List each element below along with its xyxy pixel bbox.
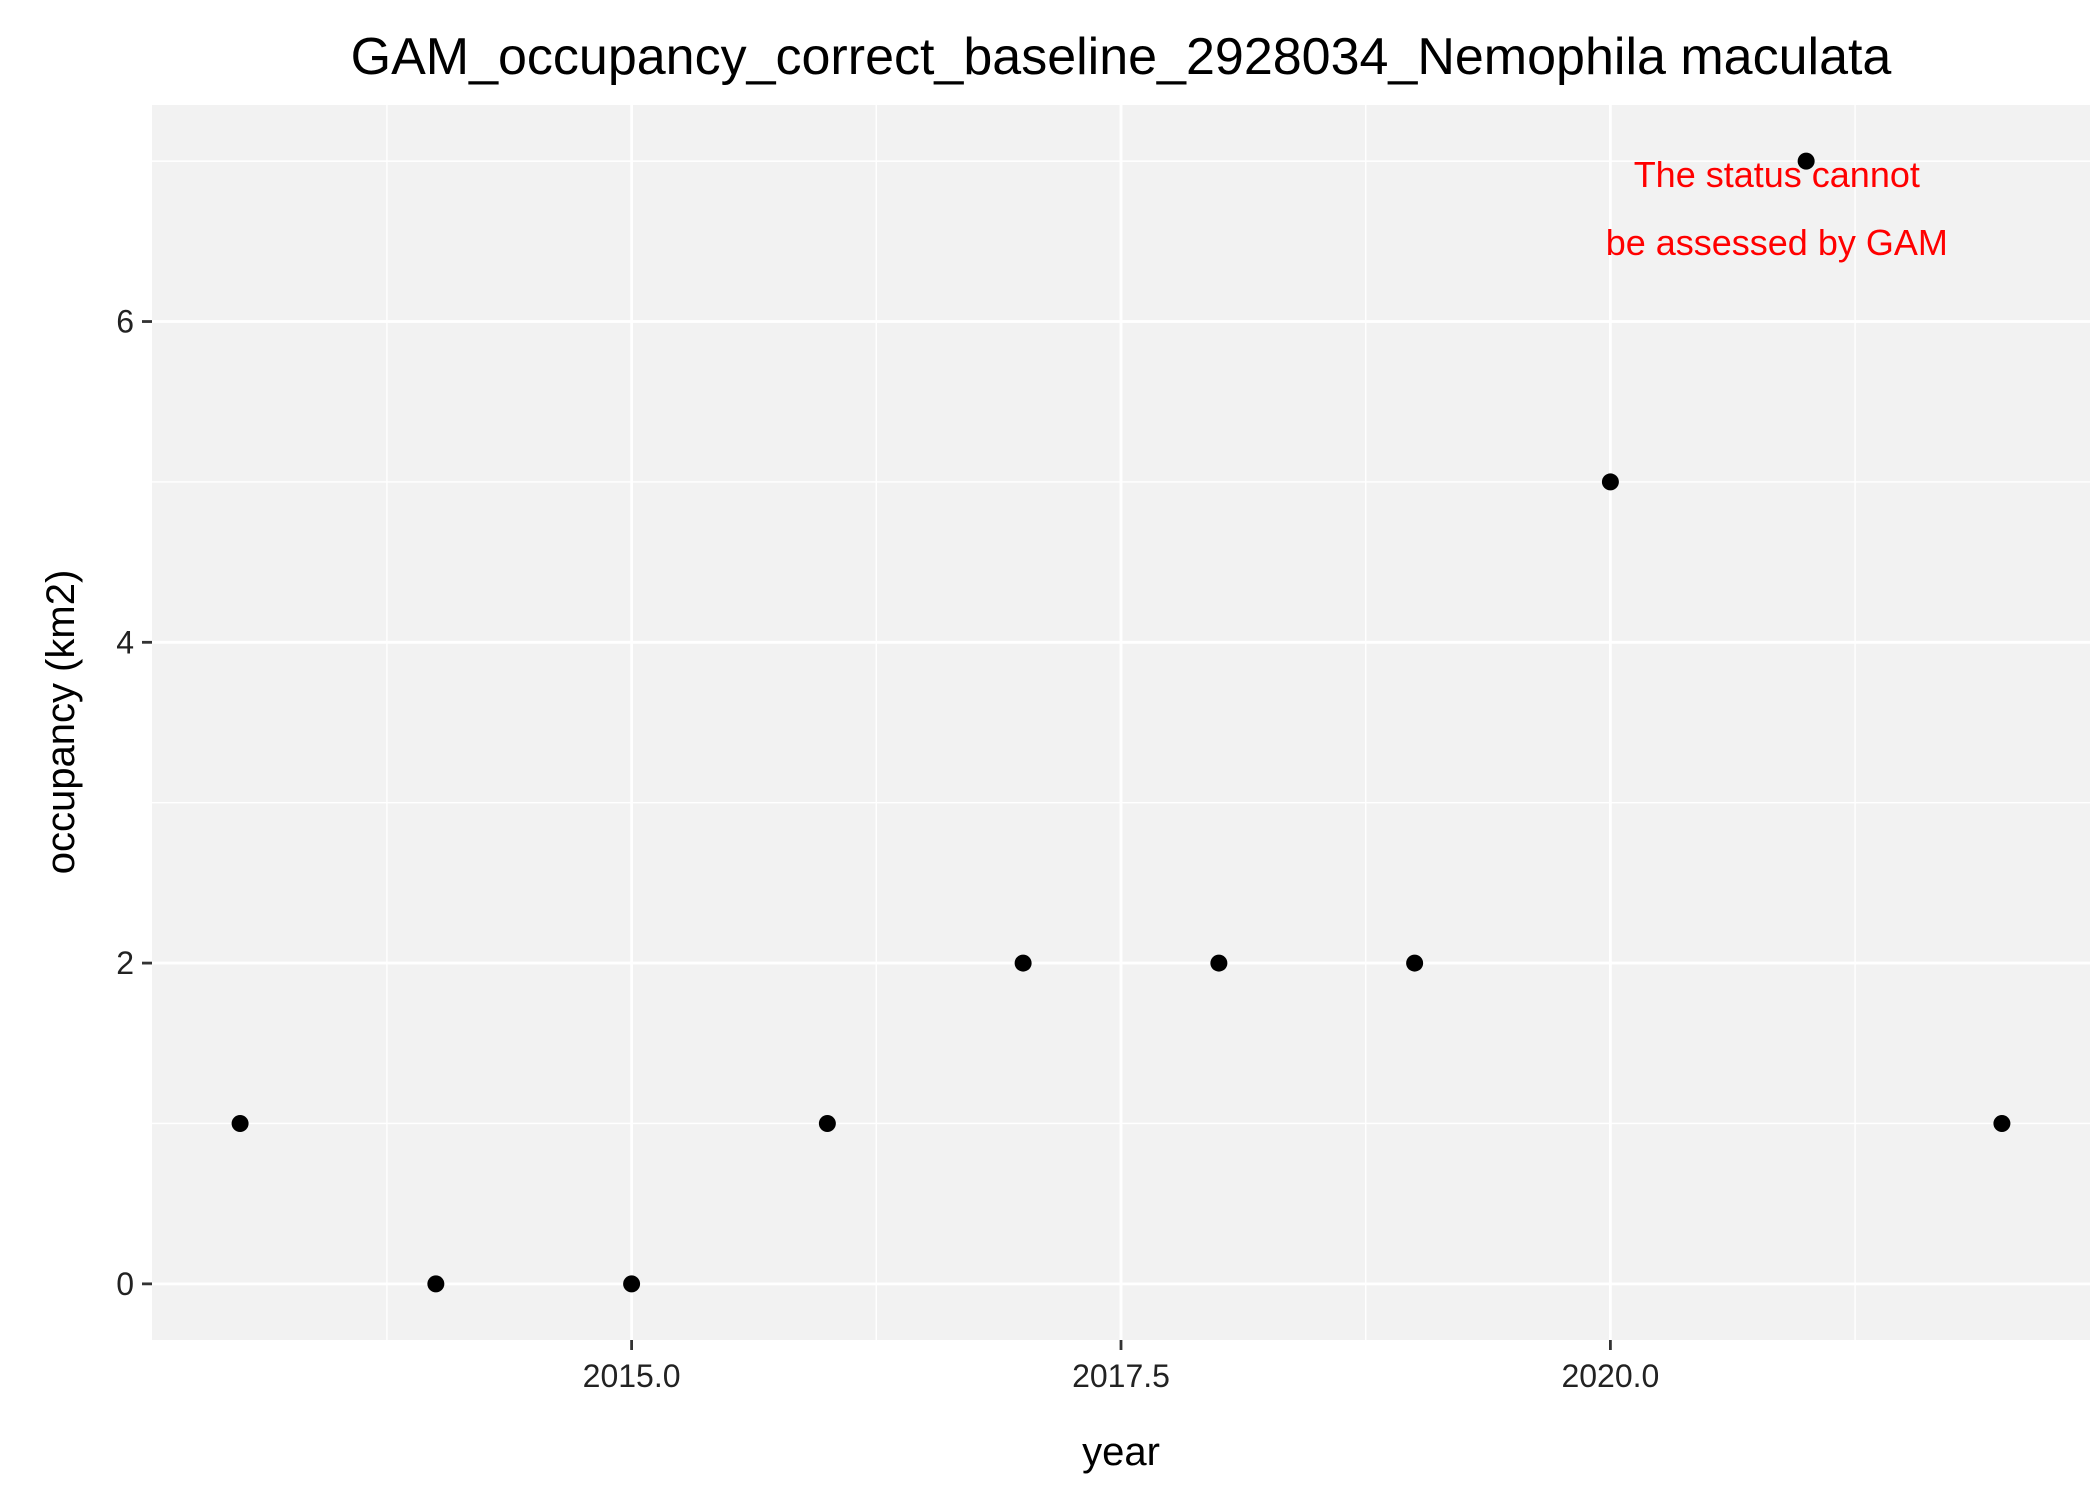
data-point (818, 1114, 836, 1132)
annotation-line: be assessed by GAM (1606, 222, 1948, 263)
data-point (1014, 954, 1032, 972)
status-annotation: The status cannot be assessed by GAM (1606, 154, 1948, 263)
y-tick-label: 0 (116, 1266, 134, 1302)
data-point (231, 1114, 249, 1132)
data-point (1601, 473, 1619, 491)
x-tick-label: 2017.5 (1072, 1358, 1170, 1394)
y-axis: 0 2 4 6 (116, 304, 152, 1302)
data-point (427, 1275, 445, 1293)
y-tick-label: 4 (116, 624, 134, 660)
chart-title: GAM_occupancy_correct_baseline_2928034_N… (351, 28, 1892, 86)
y-tick-label: 2 (116, 945, 134, 981)
x-axis: 2015.0 2017.5 2020.0 (583, 1340, 1659, 1394)
data-point (1406, 954, 1424, 972)
x-tick-label: 2015.0 (583, 1358, 681, 1394)
x-tick-label: 2020.0 (1561, 1358, 1659, 1394)
data-points (231, 152, 2011, 1293)
data-point (623, 1275, 641, 1293)
data-point (1993, 1114, 2011, 1132)
major-gridlines (152, 105, 2090, 1340)
y-tick-label: 6 (116, 304, 134, 340)
y-axis-label: occupancy (km2) (39, 570, 83, 875)
data-point (1210, 954, 1228, 972)
data-point (1797, 152, 1815, 170)
annotation-line: The status cannot (1634, 154, 1920, 195)
x-axis-label: year (1082, 1430, 1160, 1474)
